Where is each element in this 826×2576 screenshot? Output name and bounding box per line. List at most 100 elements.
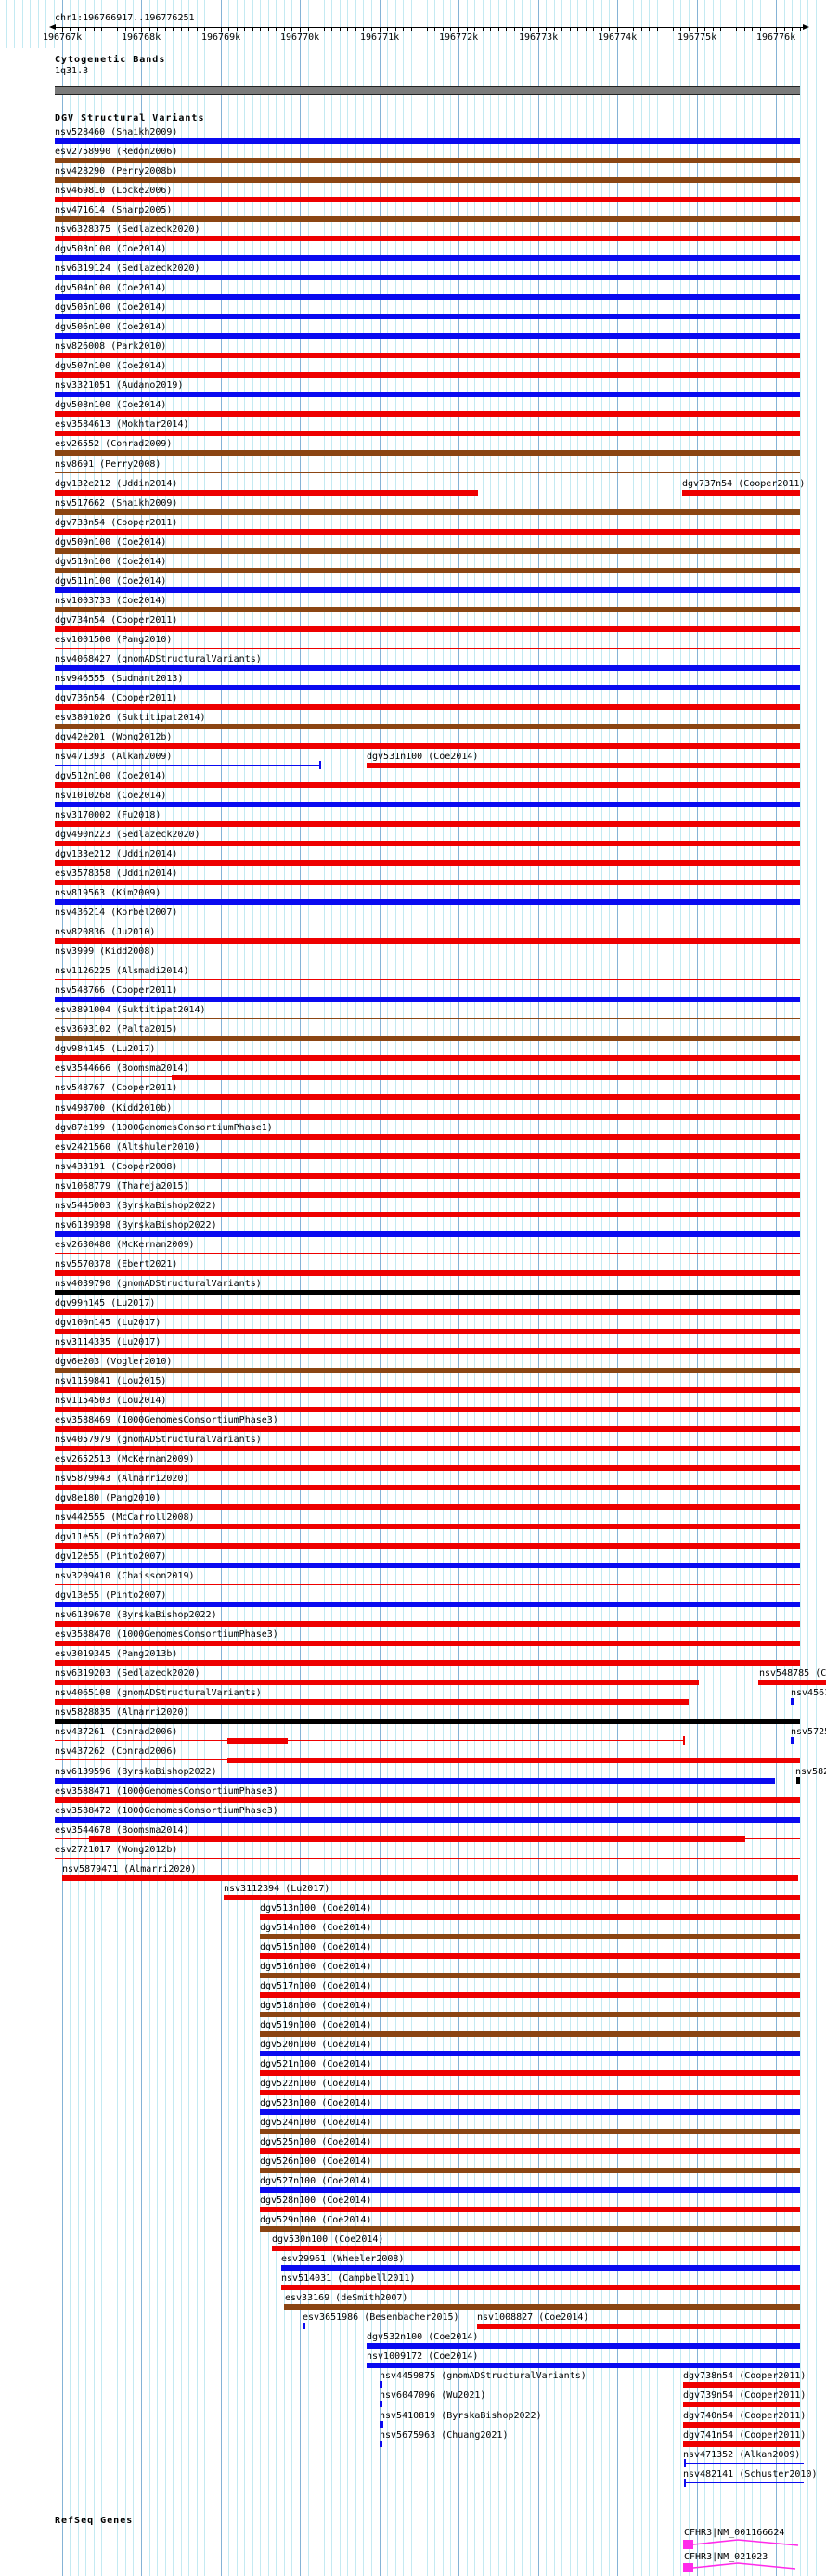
variant-label[interactable]: dgv511n100 (Coe2014)	[55, 576, 167, 586]
variant-label[interactable]: nsv3112394 (Lu2017)	[224, 1884, 330, 1894]
variant-label[interactable]: nsv482141 (Schuster2010)	[683, 2469, 818, 2479]
variant-line[interactable]	[55, 1740, 684, 1741]
variant-bar[interactable]	[55, 1563, 800, 1568]
variant-label[interactable]: nsv6139596 (ByrskaBishop2022)	[55, 1767, 217, 1777]
variant-label[interactable]: nsv4561	[791, 1688, 826, 1698]
variant-label[interactable]: dgv490n223 (Sedlazeck2020)	[55, 830, 200, 840]
variant-point-tick[interactable]	[791, 1737, 794, 1744]
variant-line[interactable]	[55, 1838, 89, 1839]
variant-bar[interactable]	[55, 1602, 800, 1607]
variant-bar[interactable]	[55, 1114, 800, 1120]
variant-bar[interactable]	[55, 1329, 800, 1334]
variant-label[interactable]: nsv548766 (Cooper2011)	[55, 985, 178, 996]
variant-bar[interactable]	[55, 1153, 800, 1159]
variant-label[interactable]: dgv512n100 (Coe2014)	[55, 771, 167, 781]
variant-bar[interactable]	[55, 1094, 800, 1100]
variant-bar[interactable]	[55, 568, 800, 573]
variant-bar[interactable]	[55, 1387, 800, 1393]
variant-label[interactable]: nsv471393 (Alkan2009)	[55, 752, 173, 762]
variant-point-tick[interactable]	[380, 2381, 382, 2388]
variant-bar[interactable]	[55, 529, 800, 535]
variant-label[interactable]: dgv517n100 (Coe2014)	[260, 1981, 372, 1991]
variant-bar[interactable]	[55, 1173, 800, 1179]
variant-bar[interactable]	[55, 1699, 689, 1705]
variant-line[interactable]	[55, 1759, 227, 1760]
variant-line[interactable]	[55, 1018, 800, 1019]
variant-label[interactable]: nsv514031 (Campbell2011)	[281, 2273, 416, 2284]
variant-label[interactable]: nsv436214 (Korbel2007)	[55, 908, 178, 918]
variant-bar[interactable]	[55, 1504, 800, 1510]
variant-bar[interactable]	[55, 548, 800, 554]
variant-label[interactable]: nsv528460 (Shaikh2009)	[55, 127, 178, 137]
variant-bar[interactable]	[55, 1368, 800, 1373]
variant-label[interactable]: nsv4065108 (gnomADStructuralVariants)	[55, 1688, 262, 1698]
variant-label[interactable]: nsv1009172 (Coe2014)	[367, 2351, 479, 2362]
variant-label[interactable]: dgv518n100 (Coe2014)	[260, 2001, 372, 2011]
variant-label[interactable]: dgv503n100 (Coe2014)	[55, 244, 167, 254]
variant-end-tick[interactable]	[684, 2459, 686, 2467]
variant-bar[interactable]	[55, 1426, 800, 1432]
variant-bar[interactable]	[477, 2324, 800, 2329]
variant-bar[interactable]	[55, 724, 800, 729]
variant-point-tick[interactable]	[380, 2401, 382, 2407]
variant-bar[interactable]	[683, 2382, 800, 2388]
variant-bar[interactable]	[260, 1934, 800, 1939]
variant-label[interactable]: nsv5410819 (ByrskaBishop2022)	[380, 2411, 542, 2421]
variant-label[interactable]: dgv508n100 (Coe2014)	[55, 400, 167, 410]
variant-label[interactable]: dgv506n100 (Coe2014)	[55, 322, 167, 332]
variant-label[interactable]: esv2630480 (McKernan2009)	[55, 1240, 195, 1250]
variant-label[interactable]: dgv6e203 (Vogler2010)	[55, 1357, 173, 1367]
variant-line[interactable]	[55, 1253, 800, 1254]
variant-bar[interactable]	[55, 802, 800, 807]
variant-bar[interactable]	[55, 294, 800, 300]
variant-label[interactable]: nsv820836 (Ju2010)	[55, 927, 156, 937]
variant-label[interactable]: dgv12e55 (Pinto2007)	[55, 1552, 167, 1562]
variant-label[interactable]: nsv1126225 (Alsmadi2014)	[55, 966, 189, 976]
variant-label[interactable]: esv2758990 (Redon2006)	[55, 147, 178, 157]
variant-bar[interactable]	[55, 1192, 800, 1198]
variant-label[interactable]: dgv737n54 (Cooper2011)	[682, 479, 806, 489]
variant-bar[interactable]	[260, 2129, 800, 2134]
variant-label[interactable]: esv3019345 (Pang2013b)	[55, 1649, 178, 1659]
variant-bar[interactable]	[55, 1134, 800, 1140]
variant-bar[interactable]	[55, 1348, 800, 1354]
variant-bar[interactable]	[55, 587, 800, 593]
variant-label[interactable]: dgv8e180 (Pang2010)	[55, 1493, 161, 1503]
variant-label[interactable]: nsv6047096 (Wu2021)	[380, 2390, 486, 2401]
variant-bar[interactable]	[55, 275, 800, 280]
variant-bar[interactable]	[55, 509, 800, 515]
variant-label[interactable]: esv29961 (Wheeler2008)	[281, 2254, 405, 2264]
variant-bar[interactable]	[55, 314, 800, 319]
variant-label[interactable]: dgv521n100 (Coe2014)	[260, 2059, 372, 2069]
variant-bar[interactable]	[260, 1953, 800, 1959]
variant-label[interactable]: nsv548767 (Cooper2011)	[55, 1083, 178, 1093]
variant-bar[interactable]	[55, 1621, 800, 1627]
variant-label[interactable]: esv3584613 (Mokhtar2014)	[55, 419, 189, 430]
variant-label[interactable]: nsv6328375 (Sedlazeck2020)	[55, 225, 200, 235]
variant-label[interactable]: nsv437261 (Conrad2006)	[55, 1727, 178, 1737]
variant-bar[interactable]	[55, 431, 800, 436]
variant-label[interactable]: dgv522n100 (Coe2014)	[260, 2079, 372, 2089]
variant-end-tick[interactable]	[684, 2479, 686, 2487]
variant-label[interactable]: esv3891004 (Suktitipat2014)	[55, 1005, 206, 1015]
variant-bar[interactable]	[227, 1758, 800, 1763]
variant-bar[interactable]	[55, 372, 800, 378]
variant-label[interactable]: esv33169 (deSmith2007)	[285, 2293, 408, 2303]
variant-label[interactable]: nsv4039790 (gnomADStructuralVariants)	[55, 1279, 262, 1289]
variant-bar[interactable]	[55, 743, 800, 749]
variant-label[interactable]: dgv509n100 (Coe2014)	[55, 537, 167, 547]
variant-label[interactable]: nsv4057979 (gnomADStructuralVariants)	[55, 1435, 262, 1445]
variant-bar[interactable]	[260, 1992, 800, 1998]
variant-label[interactable]: nsv582	[795, 1767, 826, 1777]
gene-exon-box[interactable]	[683, 2563, 693, 2572]
variant-label[interactable]: dgv100n145 (Lu2017)	[55, 1318, 161, 1328]
variant-label[interactable]: esv3588472 (1000GenomesConsortiumPhase3)	[55, 1806, 278, 1816]
variant-label[interactable]: nsv3170002 (Fu2018)	[55, 810, 161, 820]
variant-label[interactable]: dgv513n100 (Coe2014)	[260, 1903, 372, 1913]
variant-bar[interactable]	[55, 1231, 800, 1237]
variant-label[interactable]: nsv3114335 (Lu2017)	[55, 1337, 161, 1347]
variant-line[interactable]	[55, 1584, 800, 1585]
variant-bar[interactable]	[55, 1524, 800, 1529]
variant-label[interactable]: nsv517662 (Shaikh2009)	[55, 498, 178, 509]
variant-label[interactable]: nsv4068427 (gnomADStructuralVariants)	[55, 654, 262, 664]
